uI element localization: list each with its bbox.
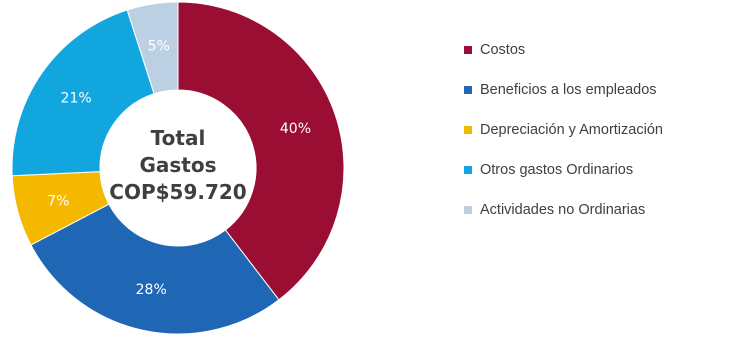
legend-label-actividades: Actividades no Ordinarias (480, 202, 646, 218)
legend-swatch-beneficios (464, 86, 472, 94)
legend-swatch-costos (464, 46, 472, 54)
legend-item-actividades: Actividades no Ordinarias (464, 200, 663, 220)
chart-legend: Costos Beneficios a los empleados Deprec… (464, 40, 663, 240)
slice-label-2: 7% (47, 193, 69, 209)
legend-item-otros-gastos: Otros gastos Ordinarios (464, 160, 663, 180)
legend-item-costos: Costos (464, 40, 663, 60)
legend-swatch-otros-gastos (464, 166, 472, 174)
legend-swatch-depreciacion (464, 126, 472, 134)
center-label-line-1: Total (151, 126, 206, 150)
center-label-line-2: Gastos (139, 153, 216, 177)
center-label-line-3: COP$59.720 (109, 180, 246, 204)
slice-label-1: 28% (136, 282, 167, 298)
legend-item-beneficios: Beneficios a los empleados (464, 80, 663, 100)
slice-label-0: 40% (280, 121, 311, 137)
donut-slices (11, 1, 345, 335)
legend-label-depreciacion: Depreciación y Amortización (480, 122, 663, 138)
legend-item-depreciacion: Depreciación y Amortización (464, 120, 663, 140)
legend-label-beneficios: Beneficios a los empleados (480, 82, 657, 98)
legend-swatch-actividades (464, 206, 472, 214)
slice-label-4: 5% (148, 38, 170, 54)
legend-label-costos: Costos (480, 42, 526, 58)
donut-hole (100, 90, 256, 246)
slice-label-3: 21% (61, 90, 92, 106)
slice-labels: 40% 28% 7% 21% 5% (47, 38, 311, 298)
legend-label-otros-gastos: Otros gastos Ordinarios (480, 162, 634, 178)
